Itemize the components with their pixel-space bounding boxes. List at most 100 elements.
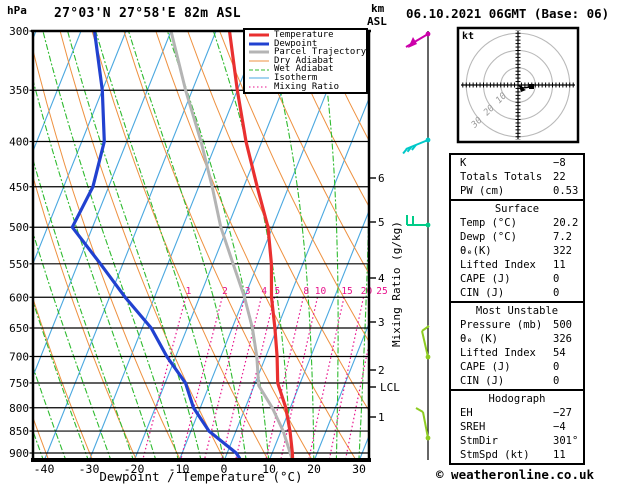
stat-value: 301° xyxy=(553,435,579,447)
svg-text:20: 20 xyxy=(307,462,321,476)
stat-label: CAPE (J) xyxy=(460,361,511,373)
svg-text:-30: -30 xyxy=(79,462,100,476)
svg-text:3: 3 xyxy=(378,316,385,329)
legend-swatch-dewpoint xyxy=(249,42,269,46)
stat-value: 22 xyxy=(553,171,566,183)
svg-text:10: 10 xyxy=(315,286,327,297)
svg-text:1: 1 xyxy=(378,411,385,424)
hodograph-arrowhead xyxy=(519,86,526,92)
stat-value: −8 xyxy=(553,157,566,169)
svg-text:750: 750 xyxy=(9,377,29,390)
svg-text:650: 650 xyxy=(9,322,29,335)
run-date: 06.10.2021 06GMT (Base: 06) xyxy=(406,6,610,21)
svg-text:4: 4 xyxy=(378,272,385,285)
hodograph-unit-label: kt xyxy=(462,31,475,42)
stat-value: 11 xyxy=(553,449,566,461)
svg-text:-20: -20 xyxy=(124,462,145,476)
legend-item: Mixing Ratio xyxy=(248,82,366,92)
parcel-trajectory-trace xyxy=(169,31,295,461)
svg-text:700: 700 xyxy=(9,350,29,363)
svg-text:900: 900 xyxy=(9,447,29,460)
stat-row: StmSpd (kt) 11 xyxy=(451,448,583,462)
dewpoint-trace xyxy=(70,31,242,460)
stat-row: K −8 xyxy=(451,156,583,170)
stat-label: θₑ (K) xyxy=(460,333,498,345)
svg-text:5: 5 xyxy=(275,286,281,297)
stat-row: CIN (J) 0 xyxy=(451,374,583,388)
stat-value: 0 xyxy=(553,287,560,299)
stat-label: Pressure (mb) xyxy=(460,319,543,331)
legend-item: Dewpoint xyxy=(248,39,366,49)
stat-value: 0 xyxy=(553,273,560,285)
panel-section-most-unstable: Most Unstable Pressure (mb) 500 θₑ (K) 326 Li… xyxy=(449,301,585,391)
legend-swatch-temperature xyxy=(249,33,269,37)
legend-label: Parcel Trajectory xyxy=(274,47,367,58)
stat-value: 7.2 xyxy=(553,231,572,243)
pressure-tick-labels: 300 350 400 450 500 550 600 650 700 750 800 850 900 xyxy=(9,25,33,460)
indices-panel: K −8 Totals Totals 22 PW (cm) 0.53 Surface Temp… xyxy=(449,153,585,465)
x-axis-title: Dewpoint / Temperature (°C) xyxy=(99,469,303,484)
legend-swatch-wet-adiabat xyxy=(249,69,269,71)
altitude-axis-unit-asl: ASL xyxy=(367,15,387,28)
stat-value: −27 xyxy=(553,407,572,419)
legend-label: Isotherm xyxy=(274,72,318,83)
stat-row: Pressure (mb) 500 xyxy=(451,318,583,332)
stat-value: 0.53 xyxy=(553,185,579,197)
stat-label: EH xyxy=(460,407,473,419)
panel-section-surface: Surface Temp (°C) 20.2 Dewp (°C) 7.2 θₑ(K) 322… xyxy=(449,199,585,303)
legend-label: Temperature xyxy=(274,30,334,40)
svg-text:2: 2 xyxy=(222,286,228,297)
stat-label: K xyxy=(460,157,467,169)
legend-item: Wet Adiabat xyxy=(248,65,366,74)
chart-legend: Temperature Dewpoint Parcel Trajectory Dry … xyxy=(243,28,368,94)
hodograph-trace xyxy=(517,84,531,89)
stat-row: Lifted Index 54 xyxy=(451,346,583,360)
legend-label: Dry Adiabat xyxy=(274,55,334,66)
svg-text:8: 8 xyxy=(303,286,309,297)
stat-value: 0 xyxy=(553,375,560,387)
panel-section: K −8 Totals Totals 22 PW (cm) 0.53 xyxy=(449,153,585,201)
stat-value: −4 xyxy=(553,421,566,433)
stat-label: Dewp (°C) xyxy=(460,231,517,243)
stat-row: PW (cm) 0.53 xyxy=(451,184,583,198)
stat-row: Lifted Index 11 xyxy=(451,258,583,272)
stat-value: 326 xyxy=(553,333,572,345)
stat-row: EH −27 xyxy=(451,406,583,420)
svg-text:550: 550 xyxy=(9,258,29,271)
legend-item: Parcel Trajectory xyxy=(248,48,366,57)
stat-value: 20.2 xyxy=(553,217,579,229)
svg-text:3: 3 xyxy=(245,286,251,297)
lcl-label: LCL xyxy=(380,381,400,394)
stat-label: SREH xyxy=(460,421,486,433)
mixing-ratio-axis-title: Mixing Ratio (g/kg) xyxy=(390,221,403,347)
svg-text:0: 0 xyxy=(221,462,228,476)
section-header: Surface xyxy=(494,203,540,215)
mixing-ratio-value-labels: 1 2 3 4 5 8 10 15 20 25 xyxy=(186,286,388,297)
stat-value: 322 xyxy=(553,245,572,257)
stat-label: StmDir xyxy=(460,435,498,447)
stat-value: 500 xyxy=(553,319,572,331)
legend-item: Isotherm xyxy=(248,74,366,83)
pressure-axis-unit: hPa xyxy=(7,4,27,17)
stat-label: PW (cm) xyxy=(460,185,505,197)
svg-text:20: 20 xyxy=(361,286,373,297)
stat-row: SREH −4 xyxy=(451,420,583,434)
stat-row: CIN (J) 0 xyxy=(451,286,583,300)
svg-text:850: 850 xyxy=(9,425,29,438)
km-axis: 1 2 3 4 5 6 LCL xyxy=(369,172,400,424)
stat-row: θₑ (K) 326 xyxy=(451,332,583,346)
stat-row: CAPE (J) 0 xyxy=(451,360,583,374)
legend-swatch-dry-adiabat xyxy=(249,60,269,62)
svg-text:30: 30 xyxy=(352,462,366,476)
plot-area xyxy=(33,31,369,461)
copyright-credit: © weatheronline.co.uk xyxy=(436,467,595,482)
svg-text:-10: -10 xyxy=(169,462,190,476)
legend-item: Dry Adiabat xyxy=(248,55,366,66)
legend-swatch-isotherm xyxy=(249,77,269,79)
stat-label: CIN (J) xyxy=(460,375,505,387)
svg-text:400: 400 xyxy=(9,136,29,149)
stat-value: 54 xyxy=(553,347,566,359)
stat-row: θₑ(K) 322 xyxy=(451,244,583,258)
svg-text:4: 4 xyxy=(261,286,267,297)
wind-barb-hook-right xyxy=(421,325,431,360)
